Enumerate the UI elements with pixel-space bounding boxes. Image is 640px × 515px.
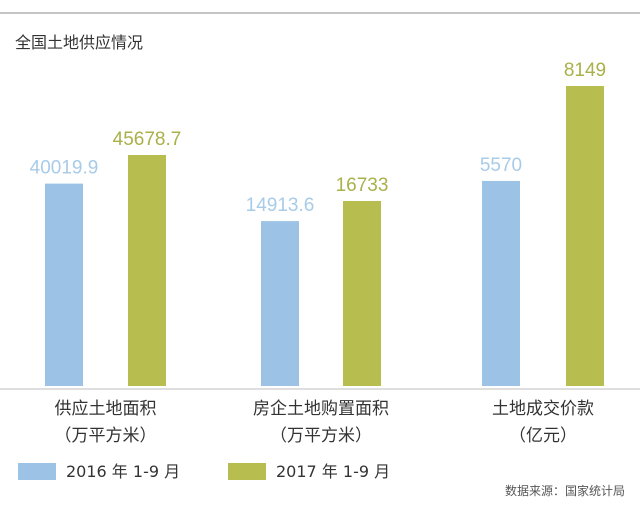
value-label-group1-series1: 40019.9 [30, 158, 99, 179]
category-labels: 供应土地面积 （万平方米） 房企土地购置面积 （万平方米） 土地成交价款 （亿元） [55, 399, 595, 446]
legend: 2016 年 1-9 月 2017 年 1-9 月 [18, 462, 390, 481]
value-label-group2-series1: 14913.6 [246, 195, 315, 216]
legend-label-series1: 2016 年 1-9 月 [66, 462, 180, 481]
category-unit-label: （万平方米） [55, 426, 157, 446]
value-label-group1-series2: 45678.7 [113, 129, 182, 150]
chart-title: 全国土地供应情况 [15, 33, 143, 52]
bars-layer: 40019.9 45678.7 14913.6 16733 5570 8149 [30, 60, 606, 386]
value-label-group3-series2: 8149 [564, 60, 606, 81]
category-label: 供应土地面积 [55, 399, 157, 419]
value-label-group3-series1: 5570 [480, 155, 522, 176]
bar-group3-series1 [482, 180, 520, 386]
legend-label-series2: 2017 年 1-9 月 [276, 462, 390, 481]
legend-swatch-series2 [228, 463, 266, 480]
category-label: 土地成交价款 [492, 399, 594, 419]
category-label: 房企土地购置面积 [253, 399, 389, 419]
bar-group3-series2 [566, 86, 604, 386]
category-unit-label: （亿元） [509, 426, 577, 446]
source-note: 数据来源：国家统计局 [505, 483, 625, 498]
bar-group1-series1 [45, 183, 83, 386]
category-unit-label: （万平方米） [270, 426, 372, 446]
bar-group2-series2 [343, 201, 381, 386]
bar-group2-series1 [261, 221, 299, 386]
bar-group1-series2 [128, 155, 166, 386]
legend-swatch-series1 [18, 463, 56, 480]
value-label-group2-series2: 16733 [336, 175, 389, 196]
